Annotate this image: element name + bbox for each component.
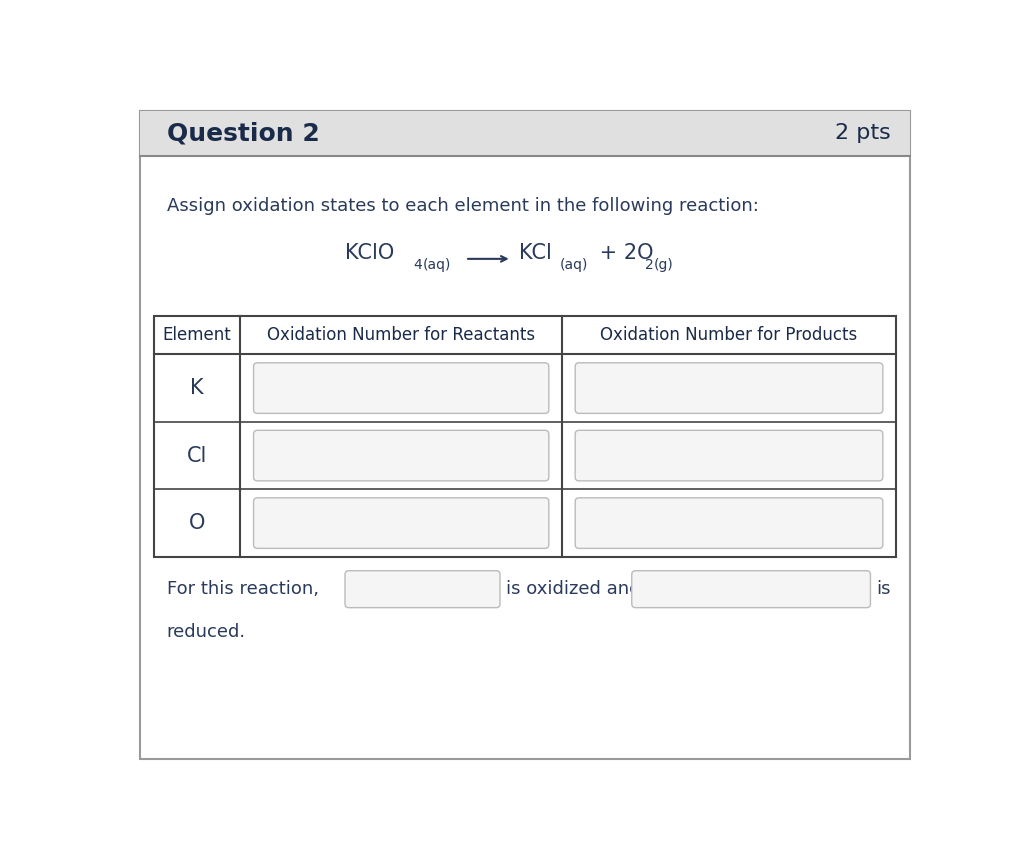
Text: (aq): (aq) bbox=[560, 258, 588, 272]
FancyBboxPatch shape bbox=[575, 498, 883, 548]
Text: 4: 4 bbox=[414, 258, 422, 272]
Bar bbox=[154, 316, 896, 557]
FancyBboxPatch shape bbox=[254, 430, 549, 481]
Text: K: K bbox=[190, 378, 204, 398]
Text: Oxidation Number for Reactants: Oxidation Number for Reactants bbox=[267, 326, 536, 344]
Bar bbox=[139, 111, 910, 156]
Text: (g): (g) bbox=[653, 258, 673, 272]
Text: 2 pts: 2 pts bbox=[835, 123, 891, 143]
Text: Cl: Cl bbox=[186, 446, 207, 466]
Text: reduced.: reduced. bbox=[167, 623, 246, 641]
FancyBboxPatch shape bbox=[254, 498, 549, 548]
Text: + 2O: + 2O bbox=[593, 243, 653, 263]
FancyBboxPatch shape bbox=[345, 571, 500, 608]
FancyBboxPatch shape bbox=[575, 430, 883, 481]
Text: Oxidation Number for Products: Oxidation Number for Products bbox=[600, 326, 858, 344]
FancyBboxPatch shape bbox=[575, 362, 883, 413]
Text: For this reaction,: For this reaction, bbox=[167, 580, 318, 598]
Text: Element: Element bbox=[163, 326, 231, 344]
Text: is oxidized and: is oxidized and bbox=[506, 580, 641, 598]
FancyBboxPatch shape bbox=[632, 571, 870, 608]
Text: Question 2: Question 2 bbox=[167, 121, 319, 146]
Text: KClO: KClO bbox=[345, 243, 394, 263]
FancyBboxPatch shape bbox=[254, 362, 549, 413]
Text: is: is bbox=[876, 580, 891, 598]
Text: (aq): (aq) bbox=[423, 258, 451, 272]
Text: O: O bbox=[188, 513, 205, 533]
Text: KCl: KCl bbox=[519, 243, 552, 263]
Text: 2: 2 bbox=[645, 258, 653, 272]
Text: Assign oxidation states to each element in the following reaction:: Assign oxidation states to each element … bbox=[167, 196, 759, 214]
